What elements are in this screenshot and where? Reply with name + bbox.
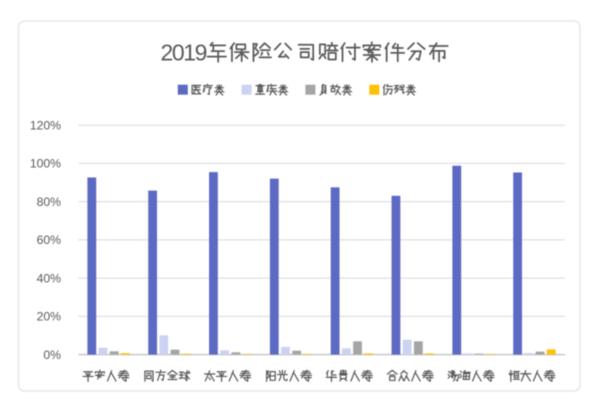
svg-text:40%: 40%: [37, 271, 62, 285]
svg-text:100%: 100%: [30, 157, 61, 171]
svg-text:20%: 20%: [37, 310, 62, 324]
svg-text:0%: 0%: [43, 348, 61, 362]
svg-text:2019: 2019: [161, 40, 207, 66]
svg-text:80%: 80%: [37, 195, 62, 209]
svg-text:120%: 120%: [30, 119, 61, 133]
svg-text:60%: 60%: [37, 233, 62, 247]
